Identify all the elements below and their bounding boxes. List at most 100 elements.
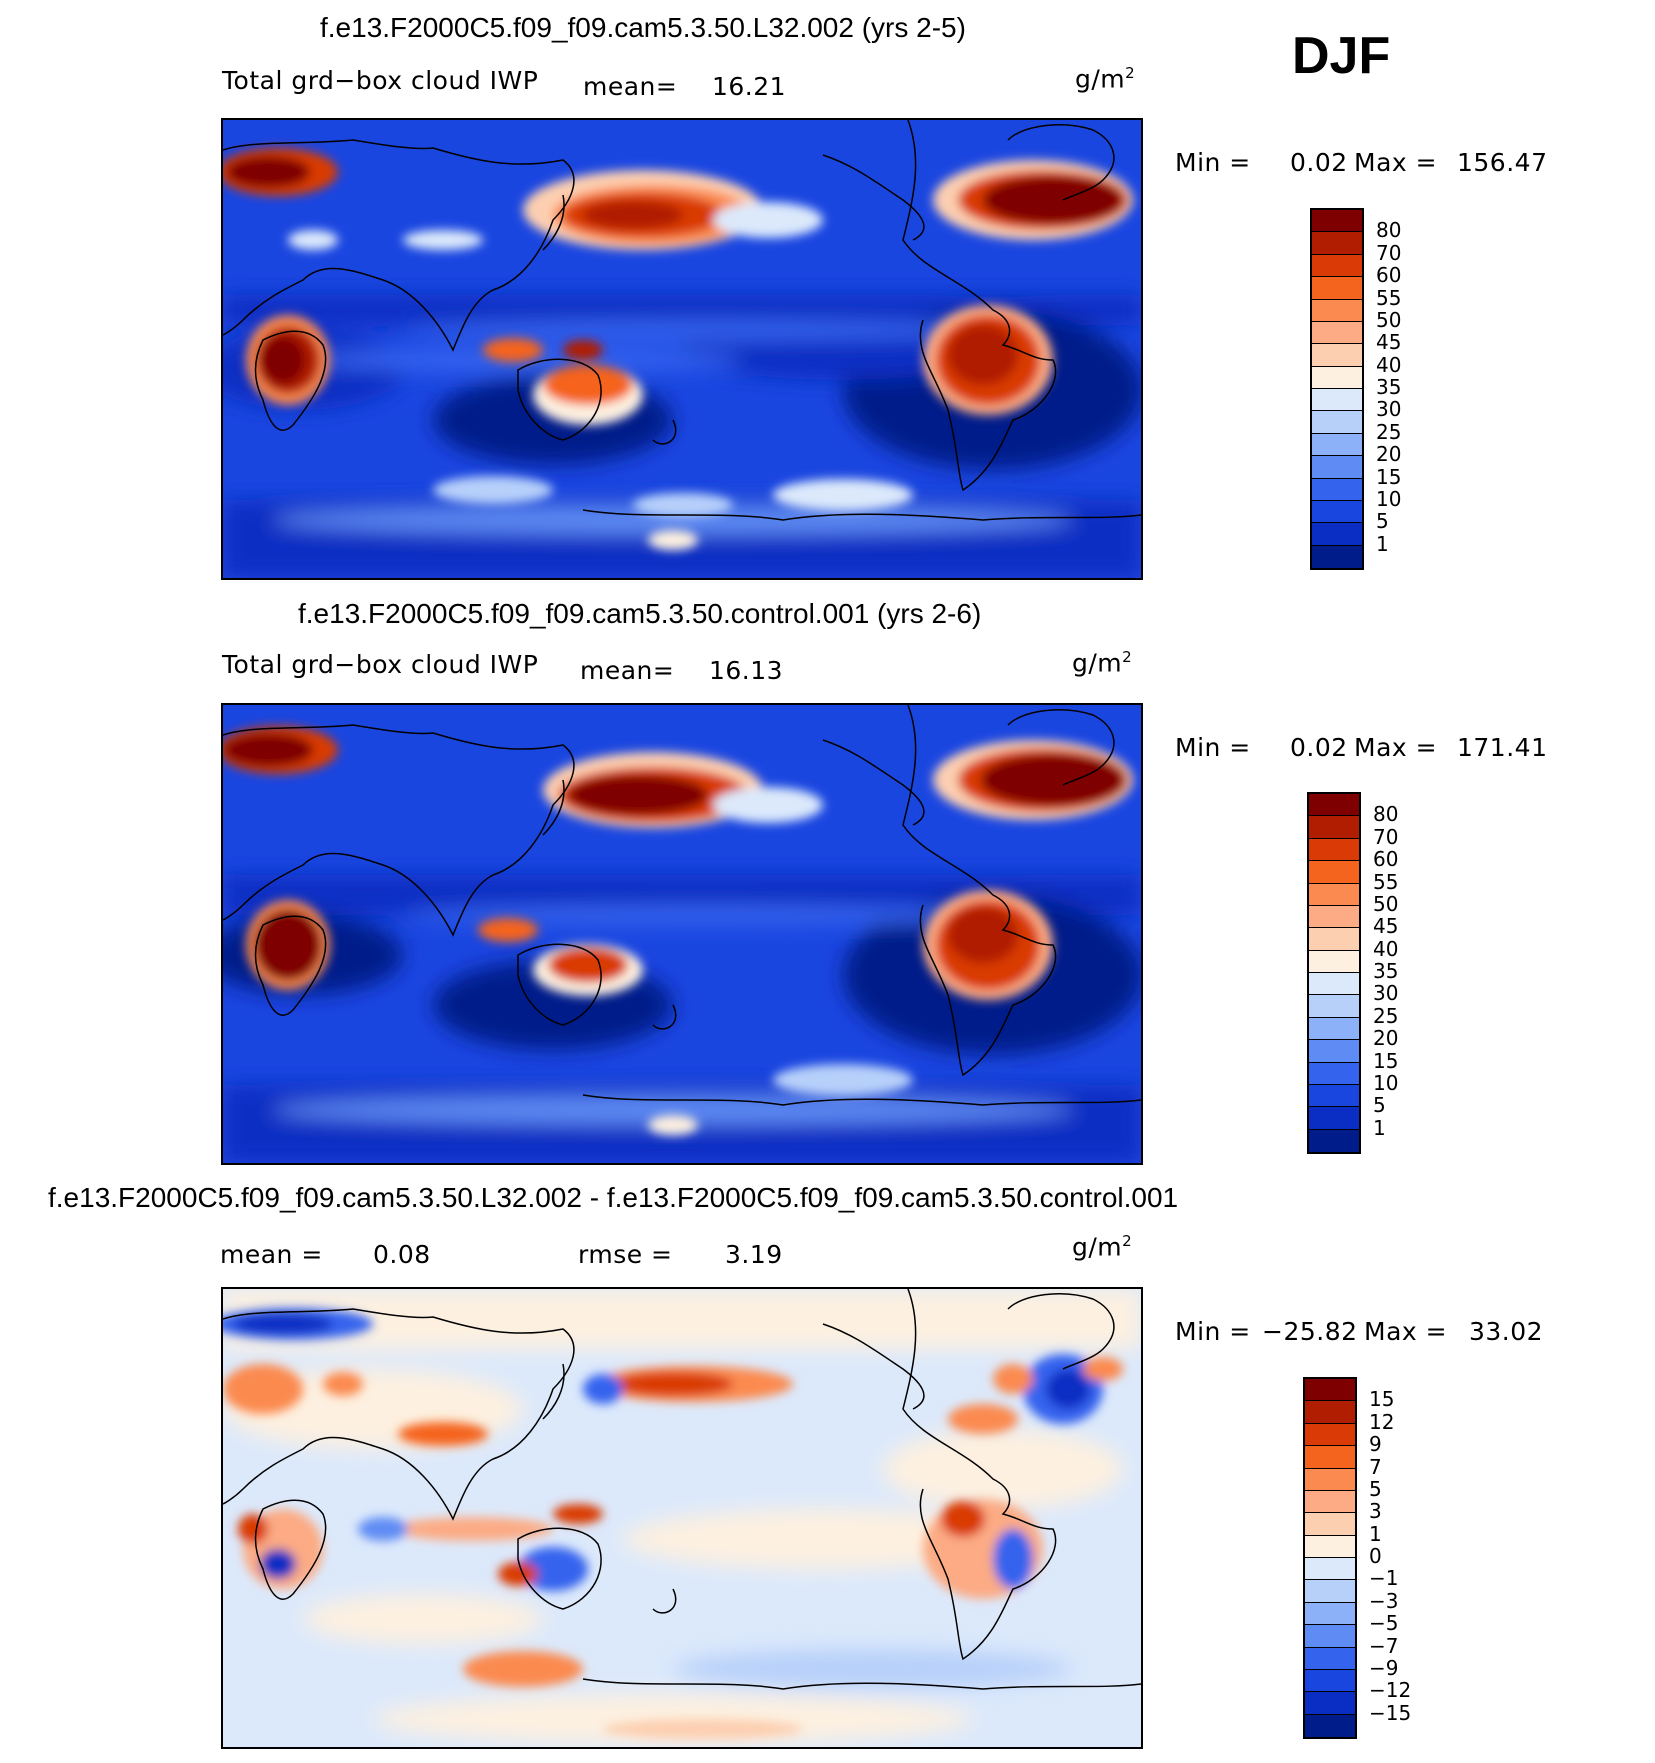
colorbar-swatch: [1309, 794, 1359, 817]
colorbar-tick-label: −3: [1369, 1588, 1399, 1613]
colorbar-tick-label: 1: [1376, 531, 1389, 556]
colorbar-swatch: [1305, 1513, 1355, 1536]
colorbar-swatch: [1312, 321, 1362, 345]
colorbar-swatch: [1312, 389, 1362, 412]
colorbar-tick-label: 40: [1376, 352, 1402, 377]
panel1-max-label: Max =: [1354, 148, 1438, 177]
panel2-min-label: Min =: [1175, 733, 1251, 762]
colorbar-tick-label: 40: [1373, 936, 1399, 961]
colorbar-swatch: [1309, 973, 1359, 996]
colorbar-tick-label: 20: [1376, 442, 1402, 467]
colorbar-swatch: [1309, 950, 1359, 973]
colorbar-tick-label: 35: [1373, 959, 1399, 983]
colorbar-tick-label: 45: [1376, 330, 1402, 355]
colorbar-tick-label: 1: [1369, 1521, 1382, 1546]
panel3-max-value: 33.02: [1469, 1317, 1544, 1346]
panel2-map: [221, 703, 1143, 1165]
colorbar-swatch: [1305, 1379, 1355, 1402]
panel3-colorbar: [1303, 1377, 1357, 1739]
panel3-min-value: −25.82: [1262, 1317, 1358, 1346]
panel2-coastlines: [223, 705, 1141, 1106]
colorbar-swatch: [1309, 905, 1359, 929]
colorbar-swatch: [1312, 277, 1362, 300]
colorbar-swatch: [1305, 1602, 1355, 1626]
colorbar-tick-label: 10: [1373, 1070, 1399, 1095]
colorbar-swatch: [1309, 1107, 1359, 1130]
panel1-colorbar: [1310, 208, 1364, 570]
colorbar-tick-label: 45: [1373, 914, 1399, 939]
panel3-rmse-label: rmse =: [578, 1240, 673, 1269]
colorbar-swatch: [1305, 1714, 1355, 1737]
panel3-max-label: Max =: [1364, 1317, 1448, 1346]
colorbar-swatch: [1305, 1692, 1355, 1715]
colorbar-swatch: [1309, 1129, 1359, 1152]
colorbar-swatch: [1305, 1580, 1355, 1603]
colorbar-tick-label: 30: [1373, 981, 1399, 1006]
colorbar-swatch: [1312, 545, 1362, 568]
colorbar-swatch: [1312, 500, 1362, 524]
colorbar-swatch: [1312, 523, 1362, 546]
colorbar-swatch: [1309, 861, 1359, 884]
colorbar-tick-label: 3: [1369, 1499, 1382, 1524]
colorbar-tick-label: 5: [1376, 509, 1389, 534]
colorbar-tick-label: 5: [1373, 1093, 1386, 1118]
panel2-mean-label: mean=: [580, 656, 675, 685]
colorbar-tick-label: 5: [1369, 1476, 1382, 1501]
colorbar-tick-label: 30: [1376, 397, 1402, 422]
colorbar-swatch: [1312, 210, 1362, 233]
colorbar-swatch: [1305, 1446, 1355, 1469]
colorbar-tick-label: 55: [1376, 285, 1402, 310]
colorbar-swatch: [1312, 456, 1362, 479]
panel1-field: [223, 120, 1141, 578]
colorbar-tick-label: −7: [1369, 1633, 1399, 1658]
colorbar-tick-label: 1: [1373, 1115, 1386, 1140]
colorbar-tick-label: −15: [1369, 1700, 1412, 1725]
panel1-min-value: 0.02: [1290, 148, 1348, 177]
colorbar-swatch: [1309, 1040, 1359, 1063]
panel3-mean-value: 0.08: [373, 1240, 431, 1269]
colorbar-swatch: [1305, 1625, 1355, 1648]
panel2-colorbar: [1307, 792, 1361, 1154]
colorbar-tick-label: 20: [1373, 1026, 1399, 1051]
panel1-mean-value: 16.21: [712, 72, 787, 101]
panel1-mean-label: mean=: [583, 72, 678, 101]
season-label: DJF: [1292, 27, 1391, 85]
panel2-units: g/m2: [1072, 648, 1133, 678]
colorbar-swatch: [1312, 366, 1362, 389]
panel3-units: g/m2: [1072, 1232, 1133, 1262]
colorbar-tick-label: 80: [1373, 802, 1399, 827]
panel3-title: f.e13.F2000C5.f09_f09.cam5.3.50.L32.002 …: [48, 1182, 1179, 1213]
colorbar-swatch: [1309, 928, 1359, 951]
colorbar-swatch: [1305, 1468, 1355, 1491]
colorbar-swatch: [1305, 1647, 1355, 1670]
panel2-max-value: 171.41: [1457, 733, 1548, 762]
colorbar-tick-label: 60: [1373, 847, 1399, 872]
colorbar-swatch: [1312, 232, 1362, 255]
colorbar-swatch: [1312, 254, 1362, 278]
colorbar-tick-label: 55: [1373, 869, 1399, 894]
colorbar-tick-label: 15: [1373, 1048, 1399, 1073]
panel3-map: [221, 1287, 1143, 1749]
colorbar-tick-label: 0: [1369, 1544, 1382, 1568]
colorbar-swatch: [1305, 1535, 1355, 1558]
colorbar-swatch: [1309, 1062, 1359, 1085]
colorbar-tick-label: 50: [1373, 891, 1399, 916]
colorbar-tick-label: −12: [1369, 1678, 1412, 1703]
panel2-max-label: Max =: [1354, 733, 1438, 762]
panel1-map: [221, 118, 1143, 580]
colorbar-tick-label: −9: [1369, 1655, 1399, 1680]
colorbar-swatch: [1312, 433, 1362, 457]
colorbar-tick-label: 50: [1376, 307, 1402, 332]
panel3-coastlines: [223, 1289, 1141, 1690]
panel3-field: [223, 1289, 1141, 1747]
panel1-coastlines: [223, 120, 1141, 521]
colorbar-tick-label: 25: [1376, 419, 1402, 444]
colorbar-tick-label: 7: [1369, 1454, 1382, 1479]
colorbar-swatch: [1312, 299, 1362, 322]
colorbar-swatch: [1305, 1490, 1355, 1514]
panel1-max-value: 156.47: [1457, 148, 1548, 177]
colorbar-swatch: [1309, 1084, 1359, 1108]
panel1-units: g/m2: [1075, 64, 1136, 94]
colorbar-tick-label: 15: [1369, 1387, 1395, 1412]
colorbar-swatch: [1312, 411, 1362, 434]
